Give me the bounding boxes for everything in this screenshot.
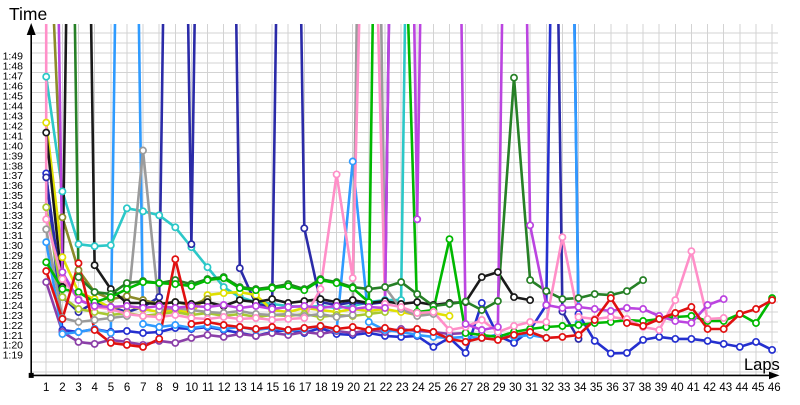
svg-text:3: 3 xyxy=(75,382,81,394)
svg-text:36: 36 xyxy=(606,382,619,394)
svg-text:1:38: 1:38 xyxy=(3,160,24,172)
svg-text:1:34: 1:34 xyxy=(3,200,24,212)
svg-text:1:41: 1:41 xyxy=(3,130,24,142)
svg-text:1:24: 1:24 xyxy=(3,300,24,312)
svg-text:1: 1 xyxy=(43,382,49,394)
svg-text:1:22: 1:22 xyxy=(3,320,24,332)
svg-text:37: 37 xyxy=(622,382,635,394)
svg-text:11: 11 xyxy=(202,382,214,394)
svg-text:20: 20 xyxy=(347,382,360,394)
svg-text:1:28: 1:28 xyxy=(3,260,24,272)
svg-text:Time: Time xyxy=(9,4,47,24)
svg-text:5: 5 xyxy=(108,382,114,394)
svg-text:16: 16 xyxy=(283,382,296,394)
svg-text:32: 32 xyxy=(541,382,554,394)
svg-text:1:37: 1:37 xyxy=(3,170,24,182)
svg-text:1:35: 1:35 xyxy=(3,190,24,202)
svg-text:26: 26 xyxy=(444,382,457,394)
svg-text:38: 38 xyxy=(639,382,652,394)
svg-text:39: 39 xyxy=(655,382,668,394)
svg-text:35: 35 xyxy=(590,382,603,394)
svg-text:13: 13 xyxy=(234,382,247,394)
svg-text:41: 41 xyxy=(687,382,700,394)
svg-text:12: 12 xyxy=(218,382,231,394)
svg-text:25: 25 xyxy=(428,382,441,394)
svg-text:1:39: 1:39 xyxy=(3,150,24,162)
svg-text:30: 30 xyxy=(509,382,522,394)
svg-text:1:49: 1:49 xyxy=(3,51,24,63)
svg-text:46: 46 xyxy=(768,382,781,394)
svg-text:1:40: 1:40 xyxy=(3,140,24,152)
svg-text:40: 40 xyxy=(671,382,684,394)
svg-text:1:29: 1:29 xyxy=(3,250,24,262)
svg-text:1:19: 1:19 xyxy=(3,350,24,362)
svg-text:1:43: 1:43 xyxy=(3,110,24,122)
svg-text:1:23: 1:23 xyxy=(3,310,24,322)
svg-text:43: 43 xyxy=(719,382,732,394)
svg-text:19: 19 xyxy=(331,382,344,394)
svg-text:1:36: 1:36 xyxy=(3,180,24,192)
svg-text:33: 33 xyxy=(558,382,571,394)
svg-text:34: 34 xyxy=(574,382,587,394)
svg-text:1:44: 1:44 xyxy=(3,101,24,113)
svg-text:15: 15 xyxy=(266,382,279,394)
svg-text:22: 22 xyxy=(380,382,393,394)
svg-text:45: 45 xyxy=(752,382,765,394)
svg-text:Laps: Laps xyxy=(744,356,780,374)
svg-text:31: 31 xyxy=(525,382,538,394)
svg-text:1:47: 1:47 xyxy=(3,71,24,83)
svg-text:1:33: 1:33 xyxy=(3,210,24,222)
svg-text:14: 14 xyxy=(250,382,263,394)
svg-text:1:20: 1:20 xyxy=(3,340,24,352)
svg-text:1:45: 1:45 xyxy=(3,91,24,103)
svg-text:1:21: 1:21 xyxy=(3,330,24,342)
svg-text:1:42: 1:42 xyxy=(3,120,24,132)
svg-text:7: 7 xyxy=(140,382,146,394)
svg-text:1:46: 1:46 xyxy=(3,81,24,93)
svg-text:9: 9 xyxy=(172,382,178,394)
svg-text:8: 8 xyxy=(156,382,162,394)
svg-text:27: 27 xyxy=(461,382,474,394)
svg-text:4: 4 xyxy=(91,382,98,394)
svg-text:1:32: 1:32 xyxy=(3,220,24,232)
svg-text:42: 42 xyxy=(703,382,716,394)
svg-text:21: 21 xyxy=(363,382,376,394)
svg-text:10: 10 xyxy=(185,382,198,394)
svg-text:1:30: 1:30 xyxy=(3,240,24,252)
svg-text:29: 29 xyxy=(493,382,506,394)
svg-text:1:27: 1:27 xyxy=(3,270,24,282)
svg-text:44: 44 xyxy=(736,382,749,394)
svg-text:17: 17 xyxy=(299,382,312,394)
svg-text:6: 6 xyxy=(124,382,130,394)
svg-text:2: 2 xyxy=(59,382,65,394)
svg-text:28: 28 xyxy=(477,382,490,394)
svg-text:1:25: 1:25 xyxy=(3,290,24,302)
svg-text:1:26: 1:26 xyxy=(3,280,24,292)
svg-text:1:31: 1:31 xyxy=(3,230,24,242)
svg-text:24: 24 xyxy=(412,382,425,394)
svg-text:1:48: 1:48 xyxy=(3,61,24,73)
svg-text:23: 23 xyxy=(396,382,409,394)
svg-text:18: 18 xyxy=(315,382,328,394)
